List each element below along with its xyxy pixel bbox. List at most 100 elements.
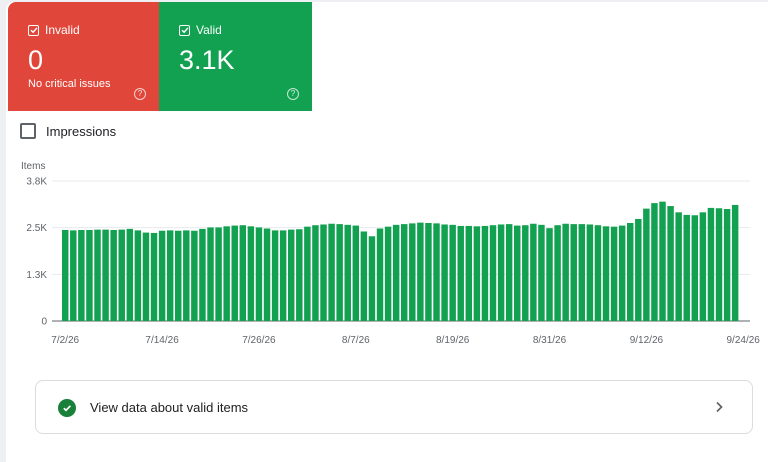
bar[interactable]: [255, 227, 263, 321]
bar[interactable]: [659, 201, 666, 321]
bar[interactable]: [134, 230, 142, 321]
bar[interactable]: [449, 224, 456, 321]
bar[interactable]: [514, 225, 521, 321]
bar[interactable]: [635, 218, 642, 321]
bar[interactable]: [376, 228, 384, 321]
bar[interactable]: [344, 224, 351, 321]
bar[interactable]: [667, 206, 674, 321]
bar[interactable]: [223, 226, 230, 321]
bar[interactable]: [207, 227, 214, 321]
checkbox-checked-icon[interactable]: [179, 24, 190, 36]
bar[interactable]: [554, 225, 561, 321]
bar[interactable]: [215, 227, 222, 321]
bar[interactable]: [457, 225, 464, 321]
bar[interactable]: [70, 230, 77, 321]
bar[interactable]: [191, 230, 198, 321]
bar[interactable]: [166, 230, 174, 321]
bar[interactable]: [150, 232, 158, 321]
bar[interactable]: [392, 224, 400, 321]
y-tick-label: 0: [41, 317, 47, 328]
help-icon[interactable]: ?: [287, 88, 299, 100]
bar[interactable]: [562, 223, 569, 321]
bar[interactable]: [715, 208, 723, 321]
bar[interactable]: [570, 224, 577, 321]
bar[interactable]: [328, 223, 335, 321]
bar[interactable]: [368, 236, 376, 321]
bar[interactable]: [231, 225, 238, 321]
bar[interactable]: [296, 229, 303, 321]
bar[interactable]: [610, 226, 618, 321]
bar[interactable]: [425, 223, 432, 321]
bar[interactable]: [263, 228, 271, 321]
valid-tile[interactable]: Valid 3.1K ?: [159, 2, 312, 111]
bar[interactable]: [86, 230, 93, 321]
bar[interactable]: [675, 212, 682, 321]
bar[interactable]: [158, 230, 166, 321]
bar[interactable]: [360, 231, 368, 321]
bar[interactable]: [602, 226, 610, 321]
bar[interactable]: [481, 225, 489, 321]
bar[interactable]: [497, 224, 505, 321]
bar[interactable]: [594, 225, 602, 321]
bar[interactable]: [441, 224, 448, 321]
bar[interactable]: [288, 229, 295, 321]
bar[interactable]: [239, 225, 247, 321]
bar[interactable]: [78, 230, 85, 321]
bar[interactable]: [247, 226, 255, 321]
impressions-toggle[interactable]: Impressions: [20, 123, 116, 139]
checkbox-checked-icon[interactable]: [28, 24, 39, 36]
bar[interactable]: [384, 226, 392, 321]
x-tick-label: 7/2/26: [51, 335, 79, 346]
bar[interactable]: [62, 230, 69, 321]
bar[interactable]: [409, 223, 416, 321]
bar[interactable]: [304, 226, 311, 321]
invalid-tile[interactable]: Invalid 0 No critical issues ?: [8, 2, 159, 111]
bar[interactable]: [723, 209, 731, 321]
bar[interactable]: [336, 224, 343, 321]
bar[interactable]: [312, 225, 319, 321]
view-valid-items-button[interactable]: View data about valid items: [35, 380, 753, 434]
bar[interactable]: [489, 225, 497, 321]
bar[interactable]: [199, 228, 206, 321]
bar[interactable]: [401, 224, 408, 321]
bar[interactable]: [352, 225, 360, 321]
bar[interactable]: [627, 223, 634, 321]
bar[interactable]: [530, 223, 537, 321]
bar[interactable]: [126, 228, 134, 321]
bar[interactable]: [651, 203, 658, 321]
bar[interactable]: [473, 226, 481, 321]
bar[interactable]: [102, 229, 109, 321]
bar[interactable]: [505, 224, 513, 321]
x-tick-label: 9/24/26: [727, 335, 761, 346]
bar[interactable]: [183, 230, 190, 321]
bar[interactable]: [586, 224, 594, 321]
bar[interactable]: [699, 212, 707, 321]
bar[interactable]: [731, 204, 739, 321]
bar[interactable]: [707, 207, 715, 321]
bar[interactable]: [271, 230, 279, 321]
invalid-label: Invalid: [45, 23, 80, 37]
bar[interactable]: [433, 223, 440, 321]
checkbox-unchecked-icon[interactable]: [20, 123, 36, 139]
items-chart: 0 1.3K 2.5K 3.8K 7/2/26 7/14/26 7/26/26 8/7/26 8…: [26, 177, 761, 347]
bar[interactable]: [618, 225, 626, 321]
bar[interactable]: [578, 224, 586, 321]
bar[interactable]: [683, 214, 690, 321]
bar[interactable]: [175, 230, 182, 321]
bar[interactable]: [691, 215, 699, 321]
bar[interactable]: [465, 225, 473, 321]
help-icon[interactable]: ?: [134, 88, 146, 100]
bar[interactable]: [279, 230, 287, 321]
bar[interactable]: [538, 224, 545, 321]
bar[interactable]: [110, 230, 117, 321]
x-tick-label: 7/26/26: [242, 335, 276, 346]
bar[interactable]: [320, 224, 327, 321]
bar[interactable]: [94, 229, 101, 321]
bar[interactable]: [142, 232, 150, 321]
bar[interactable]: [546, 228, 553, 321]
bar[interactable]: [417, 222, 424, 321]
bar[interactable]: [522, 225, 529, 321]
valid-count: 3.1K: [179, 45, 235, 75]
bar[interactable]: [643, 208, 650, 321]
bar[interactable]: [118, 229, 125, 321]
